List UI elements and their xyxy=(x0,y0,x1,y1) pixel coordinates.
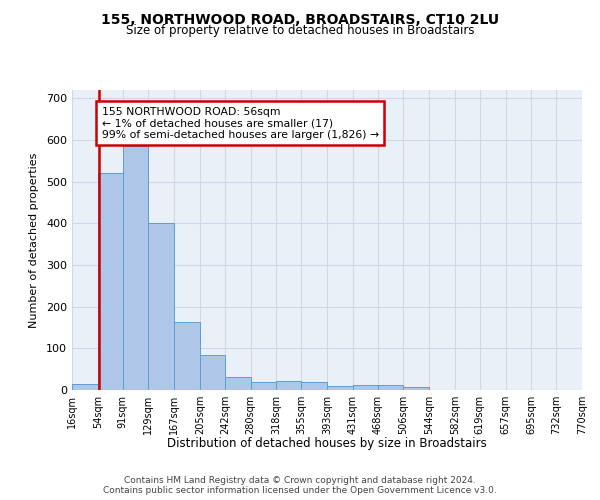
Bar xyxy=(72,384,98,390)
Text: Contains public sector information licensed under the Open Government Licence v3: Contains public sector information licen… xyxy=(103,486,497,495)
Bar xyxy=(301,382,327,390)
Bar xyxy=(378,384,403,390)
Y-axis label: Number of detached properties: Number of detached properties xyxy=(29,152,39,328)
Bar xyxy=(148,224,174,390)
Text: 155 NORTHWOOD ROAD: 56sqm
← 1% of detached houses are smaller (17)
99% of semi-d: 155 NORTHWOOD ROAD: 56sqm ← 1% of detach… xyxy=(102,106,379,140)
Bar xyxy=(225,376,251,390)
Text: Contains HM Land Registry data © Crown copyright and database right 2024.: Contains HM Land Registry data © Crown c… xyxy=(124,476,476,485)
Bar xyxy=(276,381,301,390)
Bar xyxy=(353,384,378,390)
Bar xyxy=(200,354,225,390)
Bar xyxy=(403,387,429,390)
Bar xyxy=(98,174,123,390)
Text: 155, NORTHWOOD ROAD, BROADSTAIRS, CT10 2LU: 155, NORTHWOOD ROAD, BROADSTAIRS, CT10 2… xyxy=(101,12,499,26)
Bar xyxy=(123,146,148,390)
Text: Size of property relative to detached houses in Broadstairs: Size of property relative to detached ho… xyxy=(126,24,474,37)
Bar xyxy=(174,322,200,390)
Bar xyxy=(327,386,353,390)
Bar xyxy=(251,382,276,390)
Text: Distribution of detached houses by size in Broadstairs: Distribution of detached houses by size … xyxy=(167,438,487,450)
